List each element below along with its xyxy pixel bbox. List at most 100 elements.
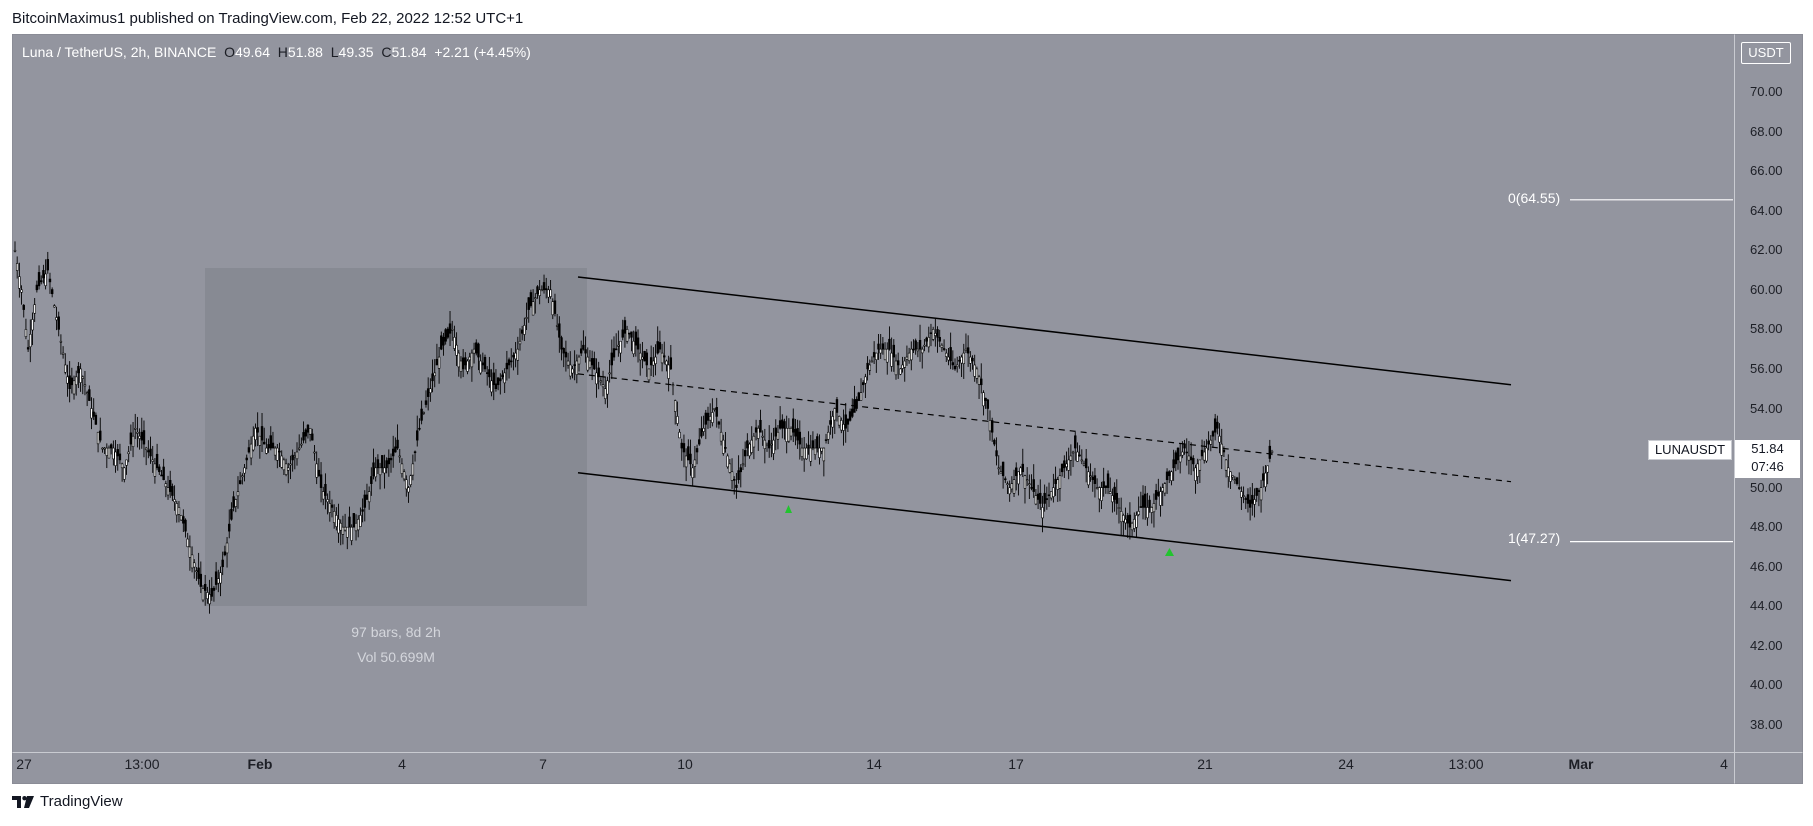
candle-body [1047, 494, 1051, 497]
candle-body [829, 420, 832, 425]
candle-body [715, 407, 718, 417]
symbol-name[interactable]: Luna / TetherUS, 2h, BINANCE [22, 44, 217, 60]
candle-body [350, 526, 353, 541]
candle-body [1045, 498, 1049, 500]
candle-body [249, 443, 253, 459]
candle-body [590, 358, 594, 366]
candle-body [746, 440, 749, 449]
candle-body [807, 444, 810, 449]
candle-body [66, 376, 69, 384]
candle-body [1104, 485, 1108, 488]
candle-body [663, 355, 666, 358]
candle-body [116, 449, 119, 457]
candle-body [1196, 463, 1199, 477]
candle-body [1192, 458, 1195, 465]
candle-body [499, 378, 502, 382]
candle-body [934, 333, 937, 336]
y-tick-label: 56.00 [1750, 360, 1783, 376]
candle-body [673, 400, 677, 412]
candle-body [479, 360, 482, 374]
candle-body [1152, 503, 1156, 513]
candle-body [652, 360, 655, 366]
currency-button[interactable]: USDT [1741, 42, 1791, 64]
candle-body [995, 450, 998, 457]
candle-body [1141, 495, 1145, 508]
candle-body [1268, 445, 1272, 459]
candle-body [641, 356, 644, 360]
candle-body [492, 372, 495, 386]
candle-body [1137, 511, 1140, 515]
candle-body [840, 420, 843, 431]
candle-body [525, 317, 528, 319]
candle-body [1039, 492, 1042, 504]
candle-body [177, 507, 181, 515]
candle-body [582, 344, 585, 350]
candle-body [951, 362, 955, 366]
candle-body [881, 343, 885, 350]
candle-body [475, 342, 478, 354]
candle-body [1015, 467, 1018, 477]
candle-body [903, 360, 906, 368]
candle-body [324, 483, 327, 496]
candle-body [123, 467, 126, 480]
candle-body [1063, 460, 1066, 469]
tradingview-logo[interactable]: TradingView [12, 793, 123, 810]
candle-body [418, 427, 421, 430]
x-tick-label: 10 [677, 756, 693, 772]
candle-body [1111, 495, 1114, 503]
candle-body [953, 365, 957, 370]
candle-body [413, 451, 417, 454]
candle-body [1089, 475, 1092, 478]
candle-body [820, 447, 823, 452]
candle-body [365, 494, 369, 500]
time-scale[interactable] [12, 752, 1736, 784]
candle-body [811, 440, 815, 449]
candle-body [348, 516, 351, 528]
candle-body [134, 427, 137, 430]
candle-body [717, 421, 721, 425]
candle-body [1041, 507, 1044, 519]
candle-body [514, 352, 517, 360]
candle-body [560, 337, 563, 350]
candle-body [1023, 475, 1027, 489]
x-tick-label: 17 [1008, 756, 1024, 772]
candle-body [372, 462, 375, 477]
price-scale[interactable] [1734, 34, 1803, 754]
high-value: 51.88 [287, 44, 323, 60]
support-marker [1165, 548, 1174, 556]
candle-body [682, 443, 686, 453]
y-tick-label: 38.00 [1750, 717, 1783, 732]
candle-body [1006, 483, 1009, 485]
candle-body [630, 331, 633, 338]
candle-body [293, 455, 297, 458]
candle-body [481, 362, 485, 366]
candle-body [1165, 471, 1169, 481]
candle-body [938, 336, 941, 342]
candle-body [1095, 487, 1099, 489]
candle-body [813, 447, 817, 456]
candle-body [1235, 477, 1239, 484]
candle-body [346, 526, 349, 538]
candle-body [162, 466, 165, 481]
candle-body [271, 442, 275, 449]
candle-body [103, 447, 106, 450]
candle-body [444, 329, 447, 342]
candle-body [1008, 487, 1011, 495]
candle-body [1119, 511, 1123, 523]
candle-body [1025, 479, 1029, 482]
candle-body [1227, 467, 1230, 477]
candle-body [586, 356, 589, 371]
candle-body [339, 522, 342, 531]
candle-body [1242, 495, 1245, 497]
candle-body [562, 347, 565, 354]
x-tick-label: 7 [539, 756, 547, 772]
candle-body [1181, 451, 1184, 456]
candle-body [59, 340, 63, 343]
candle-body [241, 475, 244, 478]
candle-body [407, 487, 410, 493]
candle-body [201, 588, 205, 601]
close-label: C [381, 44, 392, 60]
candle-body [1113, 486, 1116, 500]
candle-body [695, 448, 699, 453]
candle-body [42, 270, 45, 279]
